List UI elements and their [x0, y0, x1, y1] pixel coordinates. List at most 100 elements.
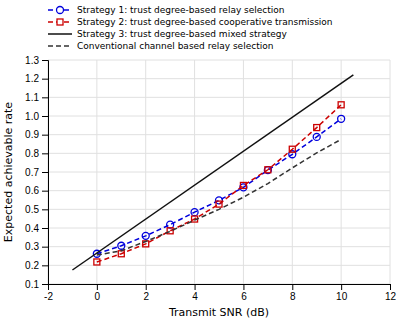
tick: 10 — [336, 284, 348, 302]
grid-line-y — [48, 78, 390, 79]
tick-label: 1.3 — [25, 55, 39, 66]
tick: 0.9 — [25, 129, 48, 140]
tick-label: 0.2 — [25, 260, 39, 271]
grid-line-y — [48, 153, 390, 154]
chart-container: -2 0 2 4 6 8 10 12 0.1 0.2 0.3 0.4 0.5 0.6 0.7 0.8 0.9 1.… — [0, 0, 404, 322]
tick-label: 0.5 — [25, 204, 39, 215]
tick-mark — [195, 284, 196, 290]
point-marker — [118, 242, 125, 249]
tick: 4 — [192, 284, 198, 302]
tick: 0.8 — [25, 148, 48, 159]
tick-mark — [42, 116, 48, 117]
tick-label: 10 — [336, 291, 348, 302]
point-marker — [94, 259, 100, 265]
series-layer — [72, 75, 353, 270]
tick-mark — [97, 284, 98, 290]
tick-mark — [42, 172, 48, 173]
tick-mark — [341, 284, 342, 290]
tick: 0.5 — [25, 204, 48, 215]
legend-marker — [57, 19, 63, 25]
tick-mark — [42, 60, 48, 61]
tick: 1.1 — [25, 92, 48, 103]
point-marker — [240, 182, 246, 188]
tick-label: 2 — [143, 291, 149, 302]
x-axis: -2 0 2 4 6 8 10 12 — [44, 284, 396, 302]
legend-item: Strategy 3: trust degree-based mixed str… — [48, 29, 288, 39]
point-marker — [167, 221, 174, 228]
point-marker — [118, 251, 124, 257]
tick-mark — [292, 284, 293, 290]
series — [97, 139, 341, 255]
tick: 8 — [290, 284, 296, 302]
legend: Strategy 1: trust degree-based relay sel… — [48, 5, 333, 51]
tick-mark — [42, 97, 48, 98]
series-line — [97, 139, 341, 255]
legend-label: Strategy 3: trust degree-based mixed str… — [77, 29, 288, 39]
point-marker — [191, 209, 198, 216]
grid-line-y — [48, 190, 390, 191]
point-marker — [142, 232, 149, 239]
tick-label: 1.0 — [25, 111, 39, 122]
tick-label: 1.1 — [25, 92, 39, 103]
grid-line-y — [48, 134, 390, 135]
axis-domain — [49, 285, 391, 291]
tick-label: 0.4 — [25, 223, 39, 234]
tick-label: 0.8 — [25, 148, 39, 159]
tick-label: 0 — [95, 291, 101, 302]
tick: 0.1 — [25, 279, 48, 290]
point-marker — [265, 167, 271, 173]
legend-swatch — [48, 45, 72, 47]
tick-mark — [146, 284, 147, 290]
tick-label: 0.3 — [25, 241, 39, 252]
grid-line-y — [48, 60, 390, 61]
point-marker — [314, 125, 320, 131]
series-line — [97, 105, 341, 262]
tick: 0.7 — [25, 167, 48, 178]
tick-label: 0.7 — [25, 167, 39, 178]
point-marker — [338, 115, 345, 122]
plot: -2 0 2 4 6 8 10 12 0.1 0.2 0.3 0.4 0.5 0.6 0.7 0.8 0.9 1.… — [25, 55, 396, 302]
point-marker — [338, 102, 344, 108]
tick-label: 0.6 — [25, 185, 39, 196]
series-line — [72, 75, 353, 270]
tick-label: 0.9 — [25, 129, 39, 140]
y-axis: 0.1 0.2 0.3 0.4 0.5 0.6 0.7 0.8 0.9 1.0 1.1 1.2 1.3 — [25, 55, 48, 290]
tick-mark — [42, 228, 48, 229]
tick-label: -2 — [44, 291, 53, 302]
tick: 12 — [385, 284, 397, 302]
x-axis-title: Transmit SNR (dB) — [168, 306, 269, 319]
grid — [48, 60, 390, 284]
tick: 0.3 — [25, 241, 48, 252]
legend-label: Conventional channel based relay selecti… — [77, 41, 273, 51]
tick-mark — [42, 153, 48, 154]
point-marker — [216, 201, 222, 207]
tick-mark — [42, 135, 48, 136]
tick-label: 4 — [192, 291, 198, 302]
tick: 0.6 — [25, 185, 48, 196]
tick-mark — [390, 284, 391, 290]
legend-item: Strategy 1: trust degree-based relay sel… — [48, 5, 285, 15]
point-marker — [289, 146, 295, 152]
series — [94, 102, 344, 265]
tick: 2 — [143, 284, 149, 302]
tick-label: 1.2 — [25, 73, 39, 84]
tick-mark — [243, 284, 244, 290]
grid-line-y — [48, 228, 390, 229]
y-axis-title: Expected achievable rate — [2, 102, 15, 243]
axis-domain — [42, 61, 49, 285]
tick: 0.2 — [25, 260, 48, 271]
tick: 6 — [241, 284, 247, 302]
tick-mark — [42, 284, 48, 285]
series — [93, 115, 344, 257]
tick: 1.2 — [25, 73, 48, 84]
tick: 0.4 — [25, 223, 48, 234]
legend-item: Conventional channel based relay selecti… — [48, 41, 273, 51]
tick-mark — [42, 265, 48, 266]
legend-marker — [57, 7, 64, 14]
legend-label: Strategy 2: trust degree-based cooperati… — [77, 17, 333, 27]
tick-mark — [42, 79, 48, 80]
tick: 1.3 — [25, 55, 48, 66]
point-marker — [313, 133, 320, 140]
tick-label: 6 — [241, 291, 247, 302]
tick-mark — [42, 191, 48, 192]
